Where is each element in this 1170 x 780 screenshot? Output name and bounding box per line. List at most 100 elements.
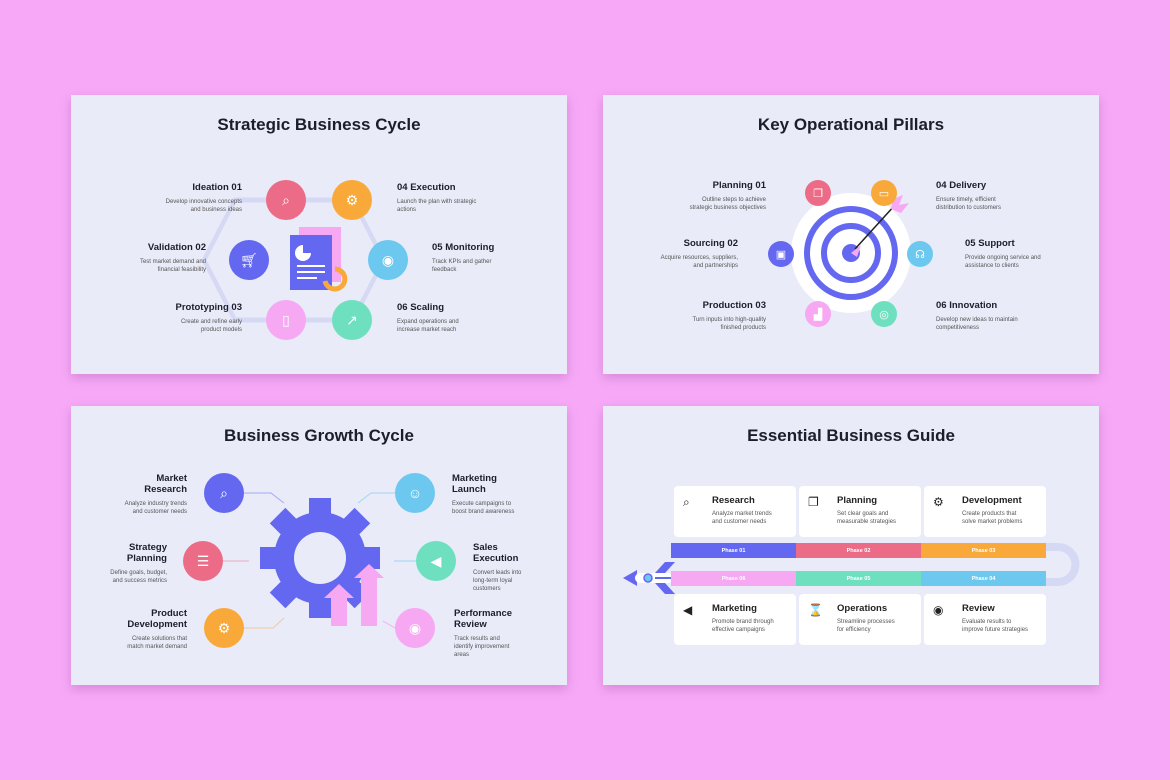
gear-icon: ⚙ xyxy=(933,495,944,509)
phase-02: Phase 02 xyxy=(796,543,921,558)
copy-icon: ❐ xyxy=(805,180,831,206)
target-illustration xyxy=(791,193,911,313)
item-title: 05 Monitoring xyxy=(432,242,495,253)
item-desc: Execute campaigns to boost brand awarene… xyxy=(452,501,515,516)
item-desc: Develop new ideas to maintain competitiv… xyxy=(936,317,1018,332)
document-icon: ☰ xyxy=(183,541,223,581)
cycle-item-scaling: 06 Scaling Expand operations and increase… xyxy=(397,302,527,334)
pillar-item-support: 05 Support Provide ongoing service and as… xyxy=(965,238,1095,270)
headset-icon: ☊ xyxy=(907,241,933,267)
guide-card-operations: ⌛ Operations Streamline processes for effi… xyxy=(799,594,921,645)
card-title: Review xyxy=(962,603,995,614)
hourglass-icon: ⌛ xyxy=(808,603,823,617)
gear-icon: ⚙ xyxy=(204,608,244,648)
item-title: Sourcing 02 xyxy=(683,238,738,249)
card-title: Development xyxy=(962,495,1022,506)
item-title: Production 03 xyxy=(702,300,766,311)
card-title: Marketing xyxy=(712,603,757,614)
item-title: Market Research xyxy=(144,473,187,495)
cycle-item-prototyping: Prototyping 03 Create and refine early pr… xyxy=(112,302,242,334)
eye-icon: ◉ xyxy=(395,608,435,648)
card-desc: Analyze market trends and customer needs xyxy=(712,511,772,526)
item-title: Ideation 01 xyxy=(192,182,242,193)
slide-title: Business Growth Cycle xyxy=(224,426,414,445)
eye-icon: ◉ xyxy=(933,603,944,617)
slide-strategic-business-cycle: Strategic Business Cycle ⌕ 🛒︎ ▯ ⚙ ◉ ↗ Id… xyxy=(71,95,567,374)
pillar-item-delivery: 04 Delivery Ensure timely, efficient dist… xyxy=(936,180,1066,212)
card-desc: Streamline processes for efficiency xyxy=(837,619,895,634)
item-title: Marketing Launch xyxy=(452,473,497,495)
item-title: 04 Execution xyxy=(397,182,456,193)
slide-key-operational-pillars: Key Operational Pillars ❐ ▣ ▟ ▭ ☊ ◎ Plan… xyxy=(603,95,1099,374)
cycle-item-execution: 04 Execution Launch the plan with strateg… xyxy=(397,182,527,214)
guide-card-marketing: ◀ Marketing Promote brand through effectiv… xyxy=(674,594,796,645)
item-desc: Turn inputs into high-quality finished p… xyxy=(692,317,767,332)
phase-04: Phase 04 xyxy=(921,571,1046,586)
item-title: Product Development xyxy=(127,608,187,630)
phase-03: Phase 03 xyxy=(921,543,1046,558)
pillar-item-sourcing: Sourcing 02 Acquire resources, suppliers,… xyxy=(608,238,738,270)
slide-essential-business-guide: Essential Business Guide Phase 01 Phase … xyxy=(603,406,1099,685)
guide-card-planning: ❐ Planning Set clear goals and measurable … xyxy=(799,486,921,537)
pillar-item-production: Production 03 Turn inputs into high-quali… xyxy=(636,300,767,332)
item-desc: Analyze industry trends and customer nee… xyxy=(124,501,187,516)
chart-icon: ↗ xyxy=(332,300,372,340)
item-desc: Launch the plan with strategic actions xyxy=(397,199,477,214)
user-icon: ☺ xyxy=(395,473,435,513)
item-desc: Ensure timely, efficient distribution to… xyxy=(936,197,1002,212)
item-title: Performance Review xyxy=(454,608,513,630)
item-title: Planning 01 xyxy=(712,180,766,191)
card-desc: Evaluate results to improve future strat… xyxy=(962,619,1029,634)
cycle-item-validation: Validation 02 Test market demand and fina… xyxy=(76,242,206,274)
card-title: Operations xyxy=(837,603,888,614)
target-icon: ◎ xyxy=(871,301,897,327)
growth-item-strategy-planning: Strategy Planning Define goals, budget, a… xyxy=(37,542,167,585)
item-desc: Convert leads into long-term loyal custo… xyxy=(473,570,522,593)
search-icon: ⌕ xyxy=(266,180,306,220)
card-title: Planning xyxy=(837,495,878,506)
item-title: 06 Innovation xyxy=(936,300,998,311)
pillar-item-innovation: 06 Innovation Develop new ideas to mainta… xyxy=(936,300,1066,332)
item-desc: Acquire resources, suppliers, and partne… xyxy=(660,255,738,270)
box-icon: ▣ xyxy=(768,241,794,267)
item-desc: Test market demand and financial feasibi… xyxy=(139,259,206,274)
growth-item-sales-execution: Sales Execution Convert leads into long-t… xyxy=(473,542,603,593)
item-desc: Expand operations and increase market re… xyxy=(397,319,459,334)
growth-item-performance-review: Performance Review Track results and iden… xyxy=(454,608,584,659)
search-icon: ⌕ xyxy=(204,473,244,513)
eye-icon: ◉ xyxy=(368,240,408,280)
card-desc: Promote brand through effective campaign… xyxy=(712,619,774,634)
cart-icon: 🛒︎ xyxy=(229,240,269,280)
card-title: Research xyxy=(712,495,755,506)
item-desc: Create solutions that match market deman… xyxy=(127,636,187,651)
item-desc: Track KPIs and gather feedback xyxy=(432,259,492,274)
document-illustration xyxy=(290,227,348,292)
slide-business-growth-cycle: Business Growth Cycle ⌕ ☰ ⚙ ☺ ◀ ◉ Mark xyxy=(71,406,567,685)
item-title: 04 Delivery xyxy=(936,180,987,191)
card-desc: Create products that solve market proble… xyxy=(962,511,1023,526)
tablet-icon: ▯ xyxy=(266,300,306,340)
gear-icon: ⚙ xyxy=(332,180,372,220)
item-title: 05 Support xyxy=(965,238,1015,249)
phase-05: Phase 05 xyxy=(796,571,921,586)
guide-card-review: ◉ Review Evaluate results to improve futur… xyxy=(924,594,1046,645)
cycle-item-ideation: Ideation 01 Develop innovative concepts a… xyxy=(112,182,242,214)
item-title: Strategy Planning xyxy=(126,542,167,564)
item-title: Validation 02 xyxy=(147,242,206,253)
search-icon: ⌕ xyxy=(683,495,690,509)
copy-icon: ❐ xyxy=(808,495,819,509)
slide-title: Strategic Business Cycle xyxy=(217,115,421,134)
item-desc: Develop innovative concepts and business… xyxy=(165,199,242,214)
guide-card-research: ⌕ Research Analyze market trends and custo… xyxy=(674,486,796,537)
item-title: Prototyping 03 xyxy=(175,302,242,313)
guide-card-development: ⚙ Development Create products that solve m… xyxy=(924,486,1046,537)
cycle-item-monitoring: 05 Monitoring Track KPIs and gather feedb… xyxy=(432,242,562,274)
growth-item-product-development: Product Development Create solutions that… xyxy=(57,608,187,651)
phase-06: Phase 06 xyxy=(671,571,796,586)
slide-title: Essential Business Guide xyxy=(747,426,955,445)
growth-item-marketing-launch: Marketing Launch Execute campaigns to boo… xyxy=(452,473,582,516)
phase-01: Phase 01 xyxy=(671,543,796,558)
item-title: Sales Execution xyxy=(473,542,519,564)
factory-icon: ▟ xyxy=(805,301,831,327)
megaphone-icon: ◀ xyxy=(416,541,456,581)
